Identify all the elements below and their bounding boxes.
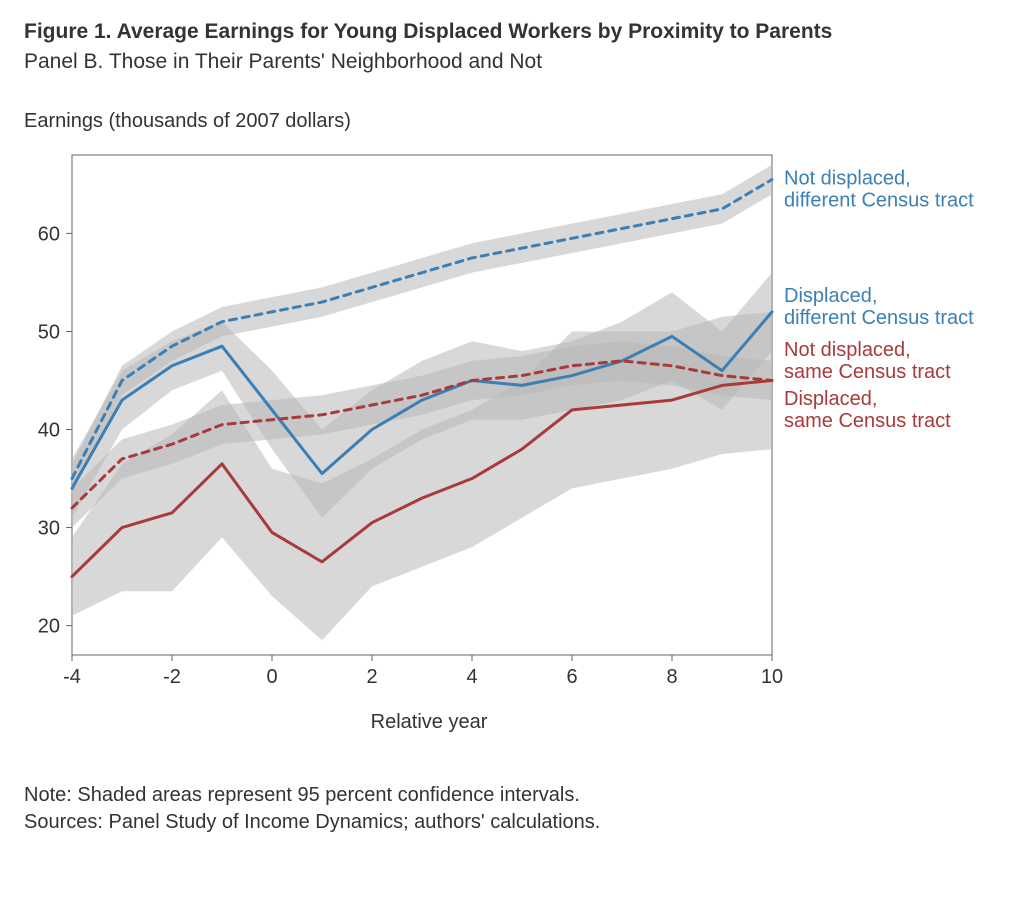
x-tick-label: -2 [163, 666, 181, 688]
x-tick-label: -4 [63, 666, 81, 688]
line-chart: 2030405060-4-20246810Not displaced,diffe… [24, 143, 1000, 703]
note-line: Note: Shaded areas represent 95 percent … [24, 782, 1000, 809]
figure-title: Figure 1. Average Earnings for Young Dis… [24, 20, 1000, 44]
legend-label-nd_same: same Census tract [784, 361, 951, 383]
y-tick-label: 50 [38, 321, 60, 343]
legend-label-nd_diff: different Census tract [784, 189, 974, 211]
x-tick-label: 0 [266, 666, 277, 688]
legend-label-nd_same: Not displaced, [784, 339, 911, 361]
chart-area: 2030405060-4-20246810Not displaced,diffe… [24, 143, 1000, 703]
x-axis-label: Relative year [64, 711, 794, 734]
x-tick-label: 4 [466, 666, 477, 688]
y-tick-label: 30 [38, 518, 60, 540]
x-tick-label: 10 [761, 666, 783, 688]
y-tick-label: 20 [38, 616, 60, 638]
sources-line: Sources: Panel Study of Income Dynamics;… [24, 809, 1000, 836]
y-tick-label: 60 [38, 223, 60, 245]
x-tick-label: 6 [566, 666, 577, 688]
figure-notes: Note: Shaded areas represent 95 percent … [24, 782, 1000, 836]
panel-subtitle: Panel B. Those in Their Parents' Neighbo… [24, 50, 1000, 74]
legend-label-d_diff: Displaced, [784, 285, 877, 307]
x-tick-label: 2 [366, 666, 377, 688]
legend-label-nd_diff: Not displaced, [784, 167, 911, 189]
y-tick-label: 40 [38, 420, 60, 442]
x-tick-label: 8 [666, 666, 677, 688]
legend-label-d_diff: different Census tract [784, 307, 974, 329]
legend-label-d_same: same Census tract [784, 410, 951, 432]
legend-label-d_same: Displaced, [784, 388, 877, 410]
y-axis-label: Earnings (thousands of 2007 dollars) [24, 110, 1000, 133]
